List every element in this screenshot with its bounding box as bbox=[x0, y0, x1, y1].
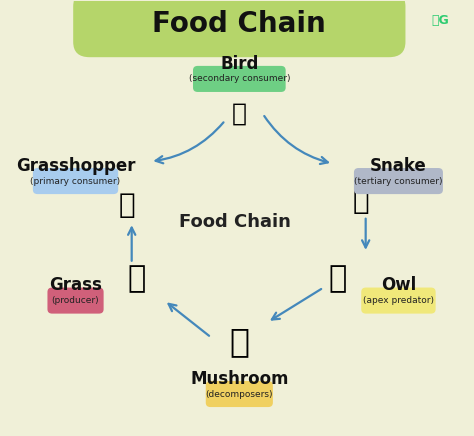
Text: Food Chain: Food Chain bbox=[153, 10, 326, 38]
Text: Owl: Owl bbox=[381, 276, 416, 294]
FancyBboxPatch shape bbox=[47, 287, 104, 313]
FancyBboxPatch shape bbox=[33, 168, 118, 194]
Text: (secondary consumer): (secondary consumer) bbox=[189, 75, 290, 83]
Text: 🌼: 🌼 bbox=[127, 264, 146, 293]
FancyBboxPatch shape bbox=[73, 0, 405, 57]
Text: ᗑG: ᗑG bbox=[432, 14, 449, 27]
Text: Grass: Grass bbox=[49, 276, 102, 294]
Text: Food Chain: Food Chain bbox=[179, 213, 291, 232]
FancyBboxPatch shape bbox=[361, 287, 436, 313]
Text: 🐍: 🐍 bbox=[353, 187, 369, 215]
FancyBboxPatch shape bbox=[206, 381, 273, 407]
Text: Snake: Snake bbox=[370, 157, 427, 175]
Text: (apex predator): (apex predator) bbox=[363, 296, 434, 305]
Text: 🦅: 🦅 bbox=[328, 264, 346, 293]
Text: Grasshopper: Grasshopper bbox=[16, 157, 135, 175]
Text: (tertiary consumer): (tertiary consumer) bbox=[354, 177, 443, 186]
Text: 🦗: 🦗 bbox=[118, 191, 135, 219]
FancyBboxPatch shape bbox=[354, 168, 443, 194]
Text: (primary consumer): (primary consumer) bbox=[30, 177, 120, 186]
Text: (producer): (producer) bbox=[52, 296, 100, 305]
Text: (decomposers): (decomposers) bbox=[206, 389, 273, 399]
FancyBboxPatch shape bbox=[193, 66, 286, 92]
Text: 🐦: 🐦 bbox=[232, 102, 247, 126]
Text: Mushroom: Mushroom bbox=[190, 370, 289, 388]
Text: 🍄: 🍄 bbox=[229, 325, 249, 358]
Text: Bird: Bird bbox=[220, 54, 258, 73]
